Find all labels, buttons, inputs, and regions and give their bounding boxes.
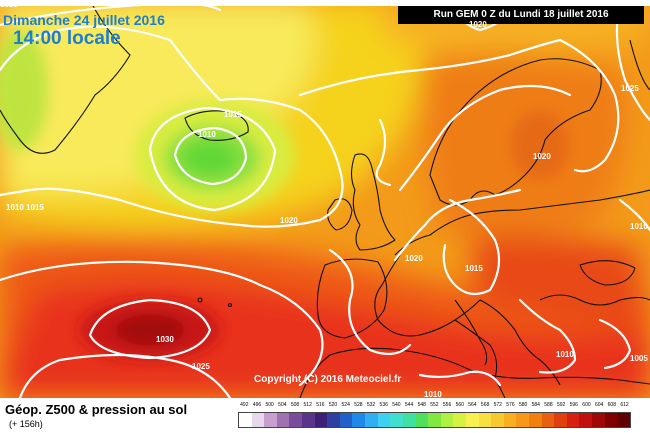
isobar-label: 1025 xyxy=(192,362,210,371)
scale-swatch xyxy=(503,413,517,427)
scale-swatch xyxy=(314,413,328,427)
isobar-label: 1010 xyxy=(556,350,574,359)
legend-footer: Géop. Z500 & pression au sol (+ 156h) 49… xyxy=(0,398,650,433)
scale-label: 596 xyxy=(569,402,578,408)
scale-label: 600 xyxy=(582,402,591,408)
isobar-label: 1015 xyxy=(465,264,483,273)
scale-swatch xyxy=(390,413,403,427)
scale-label: 580 xyxy=(518,402,528,408)
scale-swatch xyxy=(415,413,429,427)
scale-label: 540 xyxy=(392,402,401,408)
scale-label: 612 xyxy=(620,402,629,408)
isobar-label: 1020 xyxy=(405,254,423,263)
isobar-label: 1010 xyxy=(6,203,24,212)
scale-swatch xyxy=(566,413,580,427)
scale-label: 520 xyxy=(328,402,338,408)
scale-label: 564 xyxy=(468,402,477,408)
color-scale: 492 496 500 504 508 512 516 520 524 528 532 536 540 5… xyxy=(238,402,631,428)
scale-swatch xyxy=(289,413,303,427)
scale-label: 592 xyxy=(556,402,566,408)
scale-swatch xyxy=(478,413,492,427)
scale-swatch xyxy=(491,413,504,427)
scale-swatch xyxy=(541,413,555,427)
scale-label: 548 xyxy=(417,402,426,408)
scale-label: 524 xyxy=(341,402,350,408)
scale-label: 584 xyxy=(531,402,540,408)
scale-label: 528 xyxy=(354,402,363,408)
isobar-label: 1020 xyxy=(280,216,298,225)
scale-label: 560 xyxy=(455,402,464,408)
copyright-label: Copyright (C) 2016 Meteociel.fr xyxy=(254,374,402,385)
scale-labels: 492 496 500 504 508 512 516 520 524 528 532 536 540 5… xyxy=(238,402,631,410)
scale-swatch xyxy=(365,413,378,427)
scale-swatch xyxy=(440,413,454,427)
scale-label: 588 xyxy=(544,402,553,408)
scale-swatch xyxy=(276,413,290,427)
isobar-label: 1030 xyxy=(156,335,174,344)
scale-label: 576 xyxy=(506,402,515,408)
isobar-lines xyxy=(0,0,650,398)
scale-label: 504 xyxy=(278,402,287,408)
isobar-label: 1025 xyxy=(621,84,639,93)
isobar-label: 1020 xyxy=(533,152,551,161)
scale-label: 516 xyxy=(316,402,325,408)
scale-label: 500 xyxy=(265,402,274,408)
scale-bar xyxy=(238,412,631,428)
isobar-label: 1015 xyxy=(26,203,44,212)
scale-label: 492 xyxy=(240,402,249,408)
scale-swatch xyxy=(402,413,416,427)
scale-label: 532 xyxy=(366,402,376,408)
scale-label: 552 xyxy=(430,402,439,408)
scale-label: 496 xyxy=(252,402,262,408)
scale-swatch xyxy=(579,413,593,427)
scale-swatch xyxy=(529,413,542,427)
scale-swatch xyxy=(239,413,252,427)
forecast-time: 14:00 locale xyxy=(13,28,121,49)
forecast-date: Dimanche 24 juillet 2016 xyxy=(3,12,165,28)
coastlines xyxy=(0,0,650,398)
scale-label: 572 xyxy=(493,402,502,408)
scale-label: 556 xyxy=(442,402,452,408)
scale-swatch xyxy=(377,413,391,427)
legend-title: Géop. Z500 & pression au sol xyxy=(5,402,188,417)
scale-swatch xyxy=(617,413,630,427)
scale-swatch xyxy=(604,413,618,427)
isobar-label: 1010 xyxy=(424,390,442,399)
scale-swatch xyxy=(327,413,340,427)
isobar-label: 1010 xyxy=(198,130,216,139)
scale-swatch xyxy=(264,413,277,427)
scale-swatch xyxy=(251,413,265,427)
legend-subtitle: (+ 156h) xyxy=(9,419,43,429)
scale-swatch xyxy=(592,413,605,427)
scale-label: 604 xyxy=(594,402,604,408)
isobar-label: 1015 xyxy=(224,110,242,119)
weather-map xyxy=(0,0,650,398)
scale-label: 508 xyxy=(290,402,300,408)
scale-label: 512 xyxy=(303,402,312,408)
scale-swatch xyxy=(352,413,366,427)
scale-swatch xyxy=(554,413,567,427)
scale-swatch xyxy=(339,413,353,427)
scale-label: 544 xyxy=(404,402,414,408)
scale-swatch xyxy=(302,413,315,427)
isobar-label: 1005 xyxy=(630,354,648,363)
geopotential-field xyxy=(0,0,650,398)
scale-swatch xyxy=(428,413,441,427)
scale-label: 608 xyxy=(607,402,616,408)
scale-swatch xyxy=(465,413,479,427)
isobar-label: 1020 xyxy=(0,0,18,9)
scale-swatch xyxy=(453,413,466,427)
scale-label: 568 xyxy=(480,402,490,408)
scale-swatch xyxy=(516,413,530,427)
isobar-label: 1020 xyxy=(469,20,487,29)
model-run-label: Run GEM 0 Z du Lundi 18 juillet 2016 xyxy=(398,6,644,24)
scale-label: 536 xyxy=(379,402,388,408)
isobar-label: 1010 xyxy=(630,222,648,231)
